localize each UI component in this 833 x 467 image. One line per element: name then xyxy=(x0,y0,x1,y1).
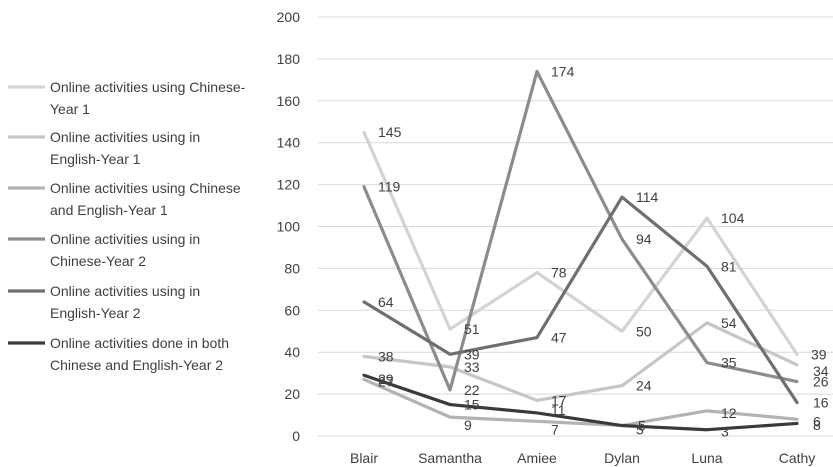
data-label: 51 xyxy=(464,321,480,337)
y-tick-label: 80 xyxy=(284,260,300,276)
legend-entry-text: Online activities using in xyxy=(50,231,200,247)
data-label: 26 xyxy=(813,374,829,390)
data-label: 33 xyxy=(464,359,480,375)
data-label: 5 xyxy=(638,418,646,434)
data-label: 34 xyxy=(813,363,829,379)
data-label: 7 xyxy=(551,421,559,437)
legend-entry-text: Online activities using in xyxy=(50,129,200,145)
data-label: 50 xyxy=(636,323,652,339)
x-tick-label: Blair xyxy=(350,450,378,466)
legend-entry-text: Online activities using in xyxy=(50,283,200,299)
data-label: 119 xyxy=(378,179,401,195)
data-label: 35 xyxy=(721,355,737,371)
data-label: 174 xyxy=(551,63,575,79)
y-tick-label: 20 xyxy=(284,386,300,402)
legend-entry-text: English-Year 1 xyxy=(50,151,141,167)
y-tick-label: 200 xyxy=(277,9,301,25)
y-tick-label: 40 xyxy=(284,344,300,360)
y-tick-label: 180 xyxy=(277,51,301,67)
data-label: 12 xyxy=(721,405,737,421)
data-label: 6 xyxy=(813,413,821,429)
data-label: 47 xyxy=(551,330,567,346)
y-axis-ticks: 0 20 40 60 80 100 120 140 160 180 200 xyxy=(277,9,301,444)
data-label: 39 xyxy=(811,346,827,362)
legend-entry-text: Year 1 xyxy=(50,101,90,117)
series-line xyxy=(362,130,799,356)
x-tick-label: Cathy xyxy=(779,450,816,466)
data-label: 114 xyxy=(636,189,659,205)
series-line xyxy=(362,377,799,428)
data-label: 5 xyxy=(636,422,644,438)
legend-entry-text: Chinese and English-Year 2 xyxy=(50,357,223,373)
legend-entry-text: English-Year 2 xyxy=(50,305,141,321)
y-tick-label: 120 xyxy=(277,177,301,193)
data-label: 3 xyxy=(721,424,729,440)
data-label: 27 xyxy=(378,373,394,389)
legend-entry-text: and English-Year 1 xyxy=(50,202,168,218)
x-axis-ticks: Blair Samantha Amiee Dylan Luna Cathy xyxy=(350,450,815,466)
data-label: 24 xyxy=(636,378,652,394)
series-line xyxy=(362,373,799,432)
x-tick-label: Luna xyxy=(691,450,722,466)
y-tick-label: 160 xyxy=(277,93,301,109)
y-tick-label: 0 xyxy=(292,428,300,444)
series-line xyxy=(362,195,799,405)
y-tick-label: 100 xyxy=(277,219,301,235)
series-line xyxy=(362,69,799,392)
data-label: 39 xyxy=(464,346,480,362)
data-label: 11 xyxy=(551,402,566,418)
data-label: 54 xyxy=(721,315,737,331)
data-label: 8 xyxy=(813,417,821,433)
data-label: 94 xyxy=(636,231,652,247)
data-label: 104 xyxy=(721,210,745,226)
x-tick-label: Samantha xyxy=(418,450,482,466)
y-tick-label: 60 xyxy=(284,302,300,318)
data-label: 38 xyxy=(378,348,394,364)
legend-entry-text: Online activities using Chinese- xyxy=(50,79,246,95)
data-label: 145 xyxy=(378,124,402,140)
series-line xyxy=(362,321,799,402)
data-label: 81 xyxy=(721,258,737,274)
legend-entry-text: Chinese-Year 2 xyxy=(50,253,146,269)
x-tick-label: Amiee xyxy=(517,450,557,466)
data-label: 16 xyxy=(813,394,829,410)
data-label: 78 xyxy=(551,265,567,281)
x-tick-label: Dylan xyxy=(604,450,640,466)
data-label: 64 xyxy=(378,294,394,310)
data-label: 9 xyxy=(464,417,472,433)
legend-entry-text: Online activities using Chinese xyxy=(50,180,241,196)
data-label: 17 xyxy=(551,392,567,408)
data-label: 22 xyxy=(464,382,480,398)
y-tick-label: 140 xyxy=(277,135,301,151)
legend: Online activities using Chinese- Year 1 On… xyxy=(8,79,246,373)
series-lines xyxy=(362,69,799,432)
legend-entry-text: Online activities done in both xyxy=(50,335,229,351)
data-label: 15 xyxy=(464,397,480,413)
data-label: 29 xyxy=(378,371,394,387)
